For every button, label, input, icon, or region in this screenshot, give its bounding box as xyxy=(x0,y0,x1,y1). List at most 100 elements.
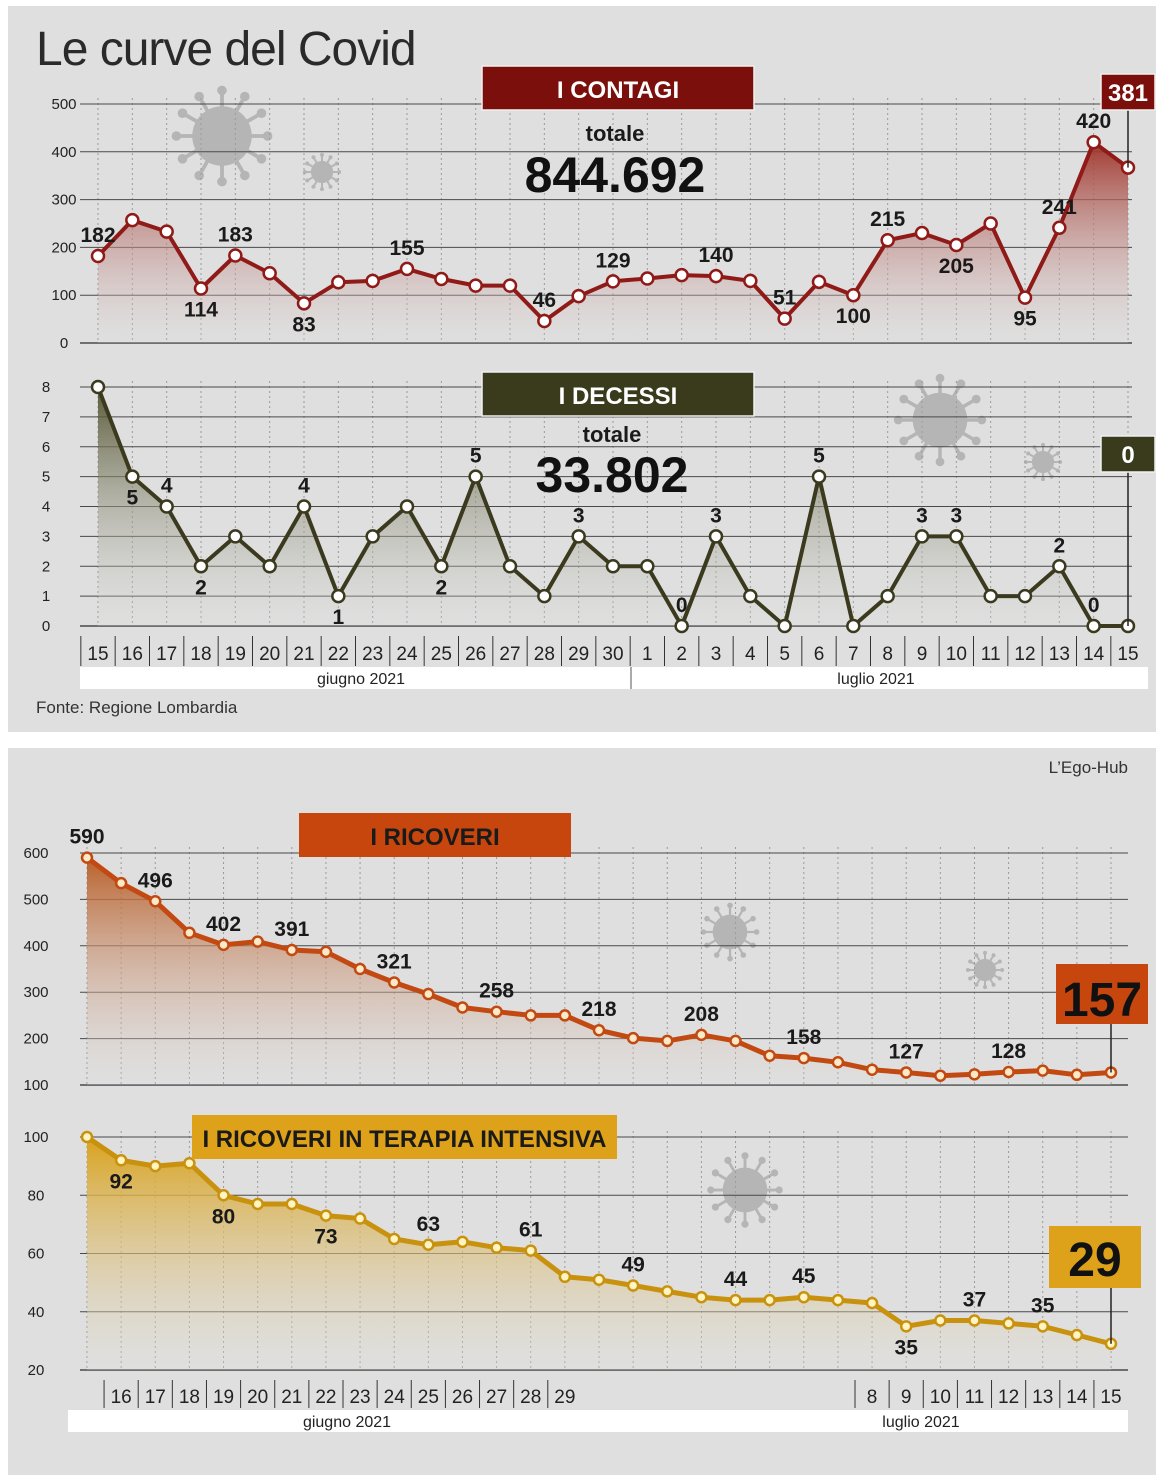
contagi-data-label: 129 xyxy=(595,249,630,272)
ricoveri-point xyxy=(695,1028,708,1042)
y-tick-label: 100 xyxy=(23,1077,48,1094)
virus-spike-tip xyxy=(724,1216,732,1224)
decessi-point xyxy=(1017,588,1033,604)
decessi-point xyxy=(228,529,243,544)
ricoveri-data-label: 128 xyxy=(991,1040,1026,1063)
virus-spike-tip xyxy=(758,1216,766,1224)
virus-spike-tip xyxy=(965,968,970,972)
contagi-area xyxy=(98,142,1128,343)
virus-spike xyxy=(714,1199,728,1209)
contagi-data-label: 182 xyxy=(80,224,115,247)
terapia-point xyxy=(456,1235,469,1249)
decessi-data-label: 2 xyxy=(435,576,447,599)
terapia-data-label: 44 xyxy=(724,1268,748,1291)
terapia-point xyxy=(558,1270,572,1284)
virus-spike-tip xyxy=(727,902,733,909)
bottom-axis-day-label: 13 xyxy=(1032,1387,1053,1408)
decessi-point xyxy=(502,559,518,574)
top-axis-day-label: 3 xyxy=(711,644,722,665)
top-axis-day-label: 28 xyxy=(534,644,555,665)
virus-spike-tip xyxy=(724,1156,732,1164)
ricoveri-point xyxy=(285,943,299,957)
ricoveri-point xyxy=(592,1023,606,1037)
page-title: Le curve del Covid xyxy=(36,23,417,76)
ricoveri-point xyxy=(763,1049,776,1063)
bottom-axis-day-label: 16 xyxy=(111,1387,132,1408)
decessi-point xyxy=(811,469,827,484)
y-tick-label: 8 xyxy=(42,379,50,396)
y-tick-label: 40 xyxy=(28,1304,45,1321)
virus-spike-tip xyxy=(711,1203,719,1211)
top-axis-day-label: 16 xyxy=(122,644,143,665)
y-tick-label: 400 xyxy=(23,938,48,955)
contagi-point xyxy=(262,265,277,281)
bottom-axis-day-label: 14 xyxy=(1066,1387,1088,1408)
contagi-title: I CONTAGI xyxy=(557,77,679,104)
virus-spike xyxy=(975,978,981,986)
virus-icon xyxy=(893,373,987,467)
virus-spike-tip xyxy=(750,915,756,922)
virus-spike xyxy=(306,162,314,168)
terapia-data-label: 35 xyxy=(1031,1294,1055,1317)
contagi-data-label: 51 xyxy=(773,287,797,310)
y-tick-label: 500 xyxy=(51,96,76,113)
virus-icon xyxy=(1023,442,1063,482)
y-tick-label: 300 xyxy=(23,984,48,1001)
decessi-data-label: 4 xyxy=(161,475,173,498)
bottom-axis-day-label: 8 xyxy=(867,1387,878,1408)
ricoveri-point xyxy=(1002,1065,1015,1079)
virus-spike xyxy=(306,176,314,182)
virus-spike-tip xyxy=(334,178,339,183)
virus-spike-tip xyxy=(758,1156,766,1164)
decessi-data-label: 4 xyxy=(298,475,310,498)
terapia-point xyxy=(831,1293,845,1307)
virus-body xyxy=(1031,450,1055,474)
virus-body xyxy=(310,160,334,184)
contagi-point xyxy=(90,248,106,264)
terapia-point xyxy=(1002,1317,1015,1330)
ricoveri-point xyxy=(558,1009,572,1022)
decessi-point xyxy=(468,469,483,484)
y-tick-label: 1 xyxy=(42,588,50,605)
terapia-point xyxy=(353,1212,367,1225)
terapia-point xyxy=(1070,1328,1084,1342)
contagi-point xyxy=(811,274,827,290)
y-tick-label: 5 xyxy=(42,469,50,486)
virus-spike-tip xyxy=(713,952,720,958)
ricoveri-point xyxy=(729,1034,742,1048)
virus-spike-tip xyxy=(968,959,973,964)
virus-spike-tip xyxy=(217,85,227,96)
contagi-point xyxy=(502,278,518,293)
virus-spike-tip xyxy=(311,155,316,160)
bottom-axis-day-label: 15 xyxy=(1100,1387,1121,1408)
top-axis-month-label: giugno 2021 xyxy=(317,671,405,688)
top-axis-day-label: 26 xyxy=(465,644,486,665)
contagi-point xyxy=(914,225,930,241)
ricoveri-last-value: 157 xyxy=(1062,974,1142,1027)
ricoveri-point xyxy=(865,1063,879,1076)
decessi-data-label: 0 xyxy=(676,594,688,617)
top-axis-day-label: 11 xyxy=(981,644,1001,665)
virus-body xyxy=(912,392,968,448)
contagi-point xyxy=(125,212,140,228)
decessi-data-label: 5 xyxy=(126,487,138,510)
contagi-data-label: 155 xyxy=(389,237,424,260)
virus-spike-tip xyxy=(305,178,310,183)
bottom-axis-day-label: 26 xyxy=(452,1387,473,1408)
virus-spike xyxy=(989,954,995,962)
contagi-data-label: 215 xyxy=(870,208,905,231)
virus-body xyxy=(973,958,997,982)
decessi-total-value: 33.802 xyxy=(536,447,689,503)
contagi-point xyxy=(159,224,174,239)
top-axis-day-label: 17 xyxy=(156,644,177,665)
bottom-axis-month-label: giugno 2021 xyxy=(303,1414,391,1431)
terapia-point xyxy=(251,1197,264,1211)
decessi-point xyxy=(399,499,415,514)
top-axis-month-bar xyxy=(80,667,1148,689)
virus-spike-tip xyxy=(256,108,267,118)
decessi-point xyxy=(674,618,689,634)
decessi-total-label: totale xyxy=(583,422,642,447)
ricoveri-point xyxy=(456,1001,469,1014)
top-axis-day-label: 23 xyxy=(362,644,383,665)
contagi-data-label: 205 xyxy=(939,255,974,278)
